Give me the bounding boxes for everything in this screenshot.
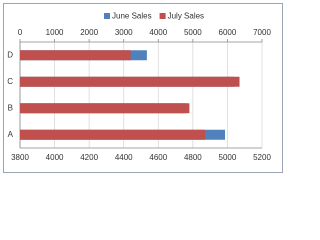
- x2-tick-label: 3000: [115, 28, 133, 37]
- x2-tick-label: 4000: [149, 28, 167, 37]
- x2-tick-label: 6000: [219, 28, 237, 37]
- x-tick-label: 3800: [11, 153, 29, 162]
- y-tick-label: D: [7, 50, 13, 59]
- x-tick-label: 4800: [184, 153, 202, 162]
- bar: [20, 103, 190, 114]
- legend-label: June Sales: [112, 12, 152, 21]
- x2-tick-label: 5000: [184, 28, 202, 37]
- x-tick-label: 4200: [80, 153, 98, 162]
- x-tick-label: 4400: [115, 153, 133, 162]
- bar: [20, 50, 131, 61]
- y-tick-label: B: [8, 103, 13, 112]
- legend-swatch: [159, 13, 166, 19]
- x2-tick-label: 0: [18, 28, 23, 37]
- x-tick-label: 4000: [46, 153, 64, 162]
- y-tick-label: A: [8, 130, 14, 139]
- x2-tick-label: 2000: [80, 28, 98, 37]
- x-tick-label: 5200: [253, 153, 271, 162]
- x-tick-label: 4600: [149, 153, 167, 162]
- x2-tick-label: 7000: [253, 28, 271, 37]
- bar: [20, 129, 205, 140]
- legend-label: July Sales: [168, 12, 204, 21]
- y-tick-label: C: [7, 77, 13, 86]
- chart: 3800 4000 4200 4400 4600 4800 5000 5200 0 1000 200…: [3, 3, 283, 173]
- bar: [20, 76, 240, 87]
- chart-border: [3, 3, 283, 173]
- x-tick-label: 5000: [219, 153, 237, 162]
- legend-swatch: [104, 13, 110, 19]
- x2-tick-label: 1000: [46, 28, 64, 37]
